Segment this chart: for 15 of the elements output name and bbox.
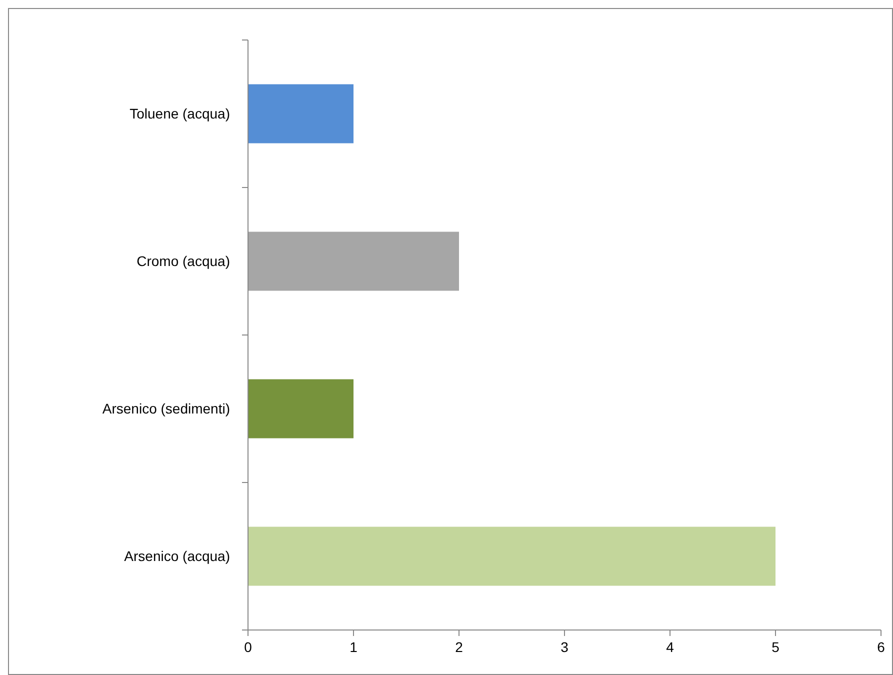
bar: [248, 232, 459, 291]
x-tick-label: 1: [350, 639, 358, 655]
y-tick-label: Cromo (acqua): [136, 253, 230, 270]
bar: [248, 84, 354, 144]
y-tick-label: Toluene (acqua): [130, 106, 230, 122]
x-tick-label: 0: [244, 639, 252, 655]
x-tick-label: 5: [772, 639, 780, 655]
y-tick-label: Arsenico (sedimenti): [102, 400, 230, 417]
x-tick-label: 6: [877, 639, 886, 655]
y-tick-label: Arsenico (acqua): [124, 548, 230, 564]
x-tick-label: 4: [666, 639, 674, 655]
x-tick-label: 2: [455, 639, 464, 655]
x-tick-label: 3: [560, 639, 569, 655]
bar: [248, 379, 354, 438]
bar: [248, 526, 776, 586]
